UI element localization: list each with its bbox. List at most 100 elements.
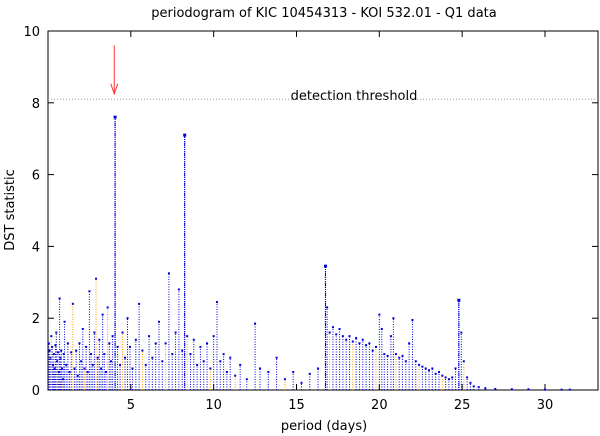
data-point xyxy=(81,327,84,330)
data-point xyxy=(104,371,107,374)
peak-point xyxy=(113,115,117,119)
data-point xyxy=(259,367,262,370)
data-point xyxy=(331,326,334,329)
data-point xyxy=(96,356,99,359)
data-point xyxy=(51,345,54,348)
data-point xyxy=(48,349,51,352)
data-point xyxy=(144,363,147,366)
data-point xyxy=(222,353,225,356)
x-tick-label: 25 xyxy=(454,398,471,413)
data-point xyxy=(148,335,151,338)
data-point xyxy=(129,345,132,348)
chart-title: periodogram of KIC 10454313 - KOI 532.01… xyxy=(151,6,496,21)
data-point xyxy=(119,363,122,366)
y-tick-label: 4 xyxy=(32,240,40,255)
data-point xyxy=(414,360,417,363)
data-point xyxy=(494,387,497,390)
data-point xyxy=(138,302,141,305)
data-point xyxy=(338,327,341,330)
y-tick-label: 0 xyxy=(32,384,40,399)
data-point xyxy=(543,388,546,391)
data-point xyxy=(62,353,65,356)
data-point xyxy=(52,353,55,356)
data-point xyxy=(326,306,329,309)
data-point xyxy=(421,365,424,368)
data-point xyxy=(394,353,397,356)
data-point xyxy=(73,367,76,370)
data-point xyxy=(58,297,61,300)
data-point xyxy=(53,367,56,370)
data-point xyxy=(212,335,215,338)
data-point xyxy=(447,378,450,381)
data-point xyxy=(108,342,111,345)
data-point xyxy=(167,272,170,275)
data-point xyxy=(192,338,195,341)
y-tick-label: 10 xyxy=(23,25,40,40)
data-point xyxy=(111,335,114,338)
data-point xyxy=(477,386,480,389)
data-point xyxy=(78,342,81,345)
data-point xyxy=(229,356,232,359)
y-tick-label: 2 xyxy=(32,312,40,327)
data-point xyxy=(460,331,463,334)
data-point xyxy=(328,331,331,334)
data-point xyxy=(50,335,53,338)
data-point xyxy=(75,349,78,352)
data-point xyxy=(65,363,68,366)
data-point xyxy=(292,371,295,374)
data-point xyxy=(57,371,60,374)
x-axis-title: period (days) xyxy=(281,419,367,434)
data-point xyxy=(267,371,270,374)
data-point xyxy=(431,367,434,370)
data-point xyxy=(404,360,407,363)
data-point xyxy=(206,342,209,345)
data-point xyxy=(361,338,364,341)
data-point xyxy=(300,381,303,384)
data-point xyxy=(154,342,157,345)
data-point xyxy=(254,322,257,325)
data-point xyxy=(317,367,320,370)
data-point xyxy=(85,345,88,348)
data-point xyxy=(181,349,184,352)
data-point xyxy=(61,367,64,370)
data-point xyxy=(219,360,222,363)
data-point xyxy=(283,378,286,381)
data-point xyxy=(54,344,57,347)
data-point xyxy=(348,335,351,338)
data-point xyxy=(86,371,89,374)
data-point xyxy=(392,317,395,320)
data-point xyxy=(95,277,98,280)
data-point xyxy=(454,367,457,370)
data-point xyxy=(434,372,437,375)
data-point xyxy=(365,344,368,347)
data-point xyxy=(70,351,73,354)
data-point xyxy=(91,363,94,366)
data-point xyxy=(151,356,154,359)
data-point xyxy=(245,378,248,381)
data-point xyxy=(225,371,228,374)
data-point xyxy=(510,388,513,391)
data-point xyxy=(444,376,447,379)
data-point xyxy=(472,385,475,388)
data-point xyxy=(380,327,383,330)
data-point xyxy=(398,356,401,359)
data-point xyxy=(401,354,404,357)
data-point xyxy=(49,356,52,359)
data-point xyxy=(383,353,386,356)
y-tick-label: 8 xyxy=(32,97,40,112)
data-point xyxy=(345,338,348,341)
data-point xyxy=(215,301,218,304)
data-point xyxy=(103,353,106,356)
data-point xyxy=(47,342,50,345)
data-point xyxy=(560,388,563,391)
data-point xyxy=(126,317,129,320)
data-point xyxy=(275,356,278,359)
data-point xyxy=(66,342,69,345)
data-point xyxy=(141,349,144,352)
data-point xyxy=(76,374,79,377)
peak-point xyxy=(323,264,327,268)
data-point xyxy=(157,320,160,323)
plot-area: 0 2 4 6 8 10 5 10 15 20 25 30 xyxy=(23,25,599,413)
